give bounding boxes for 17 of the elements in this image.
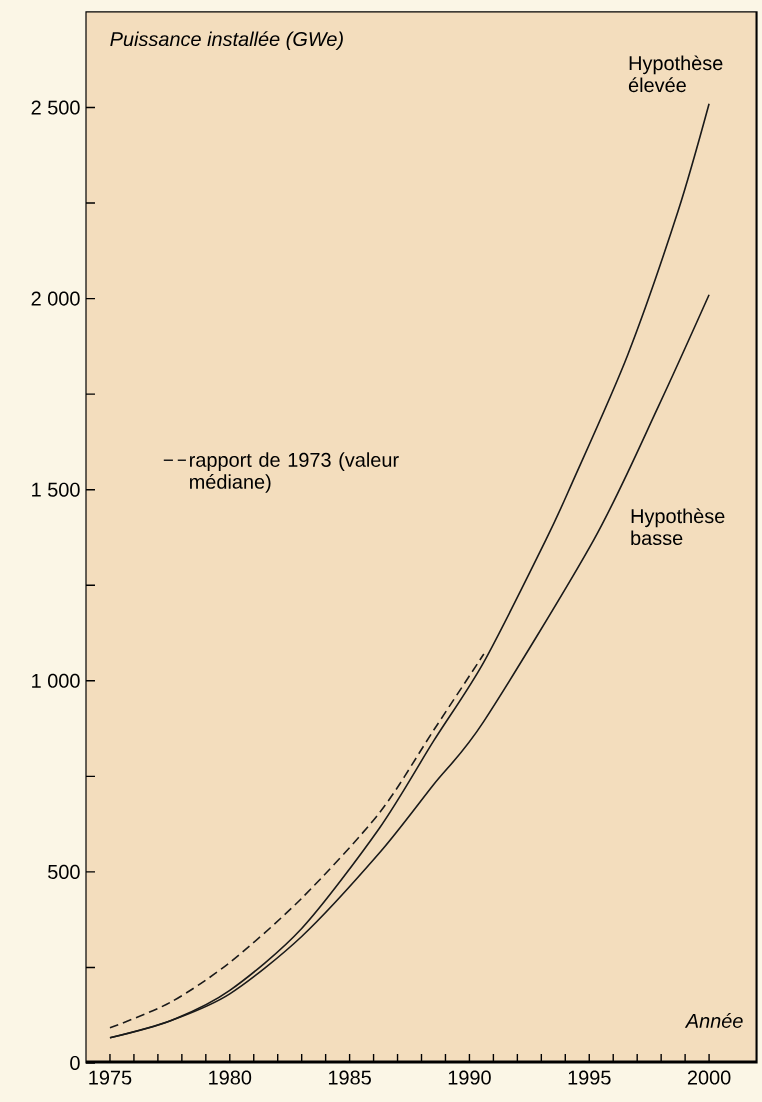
x-tick-label: 1985 <box>328 1070 371 1085</box>
y-tick-label: 2 500 <box>31 100 80 115</box>
y-tick-label: 0 <box>70 1055 80 1071</box>
series-label: Hypothèse basse <box>631 508 725 546</box>
x-tick-label: 1990 <box>448 1070 491 1085</box>
y-tick-label: 500 <box>48 864 80 879</box>
x-axis-title: Année <box>684 1013 743 1028</box>
y-axis-title: Puissance installée (GWe) <box>110 31 343 51</box>
series-label: Hypothèse élevée <box>628 55 723 93</box>
y-tick-label: 1 000 <box>32 673 80 688</box>
x-tick-label: 1975 <box>89 1070 132 1085</box>
x-tick-label: 2000 <box>687 1070 731 1085</box>
y-tick-label: 2 000 <box>31 291 80 306</box>
x-tick-label: 1995 <box>568 1070 611 1085</box>
y-tick-label: 1 500 <box>32 482 80 497</box>
x-tick-label: 1980 <box>209 1070 252 1085</box>
legend-label: rapport de 1973 (valeur médiane) <box>190 452 399 493</box>
